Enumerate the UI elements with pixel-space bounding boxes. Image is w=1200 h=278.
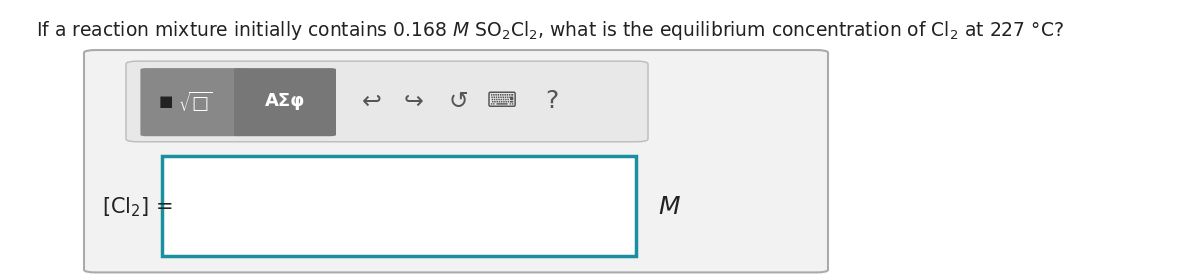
Text: $M$: $M$ <box>658 195 680 219</box>
Text: ↩: ↩ <box>362 90 382 113</box>
Text: AΣφ: AΣφ <box>265 93 305 110</box>
Text: ↺: ↺ <box>449 90 468 113</box>
Text: [Cl$_2$] =: [Cl$_2$] = <box>102 195 173 219</box>
Text: $\sqrt{□}$: $\sqrt{□}$ <box>178 90 212 113</box>
Text: ⌨: ⌨ <box>486 91 517 111</box>
Text: ↪: ↪ <box>404 90 424 113</box>
Text: ■: ■ <box>158 94 173 109</box>
Text: ?: ? <box>545 90 559 113</box>
Text: If a reaction mixture initially contains 0.168 $M$ SO$_2$Cl$_2$, what is the equ: If a reaction mixture initially contains… <box>36 19 1064 43</box>
